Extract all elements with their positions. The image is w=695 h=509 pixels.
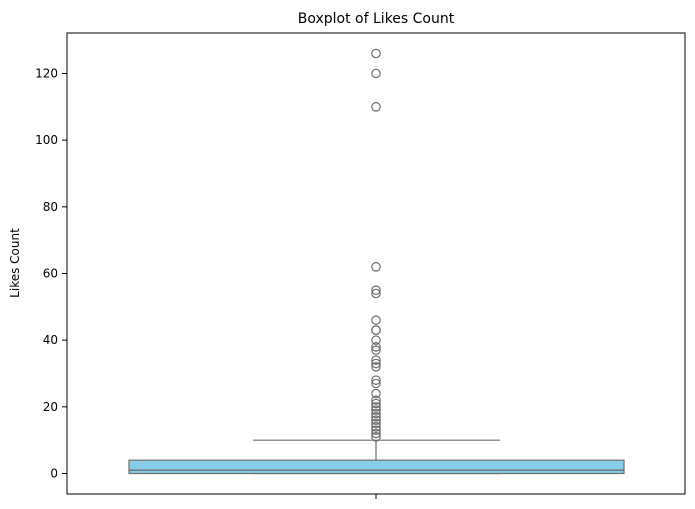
outlier-point xyxy=(371,325,381,335)
y-tick-label: 40 xyxy=(43,333,58,347)
outlier-point xyxy=(371,68,381,79)
outlier-point xyxy=(371,375,381,385)
outlier-point xyxy=(371,408,381,419)
outlier-point xyxy=(371,355,381,365)
y-tick-label: 60 xyxy=(43,267,58,281)
outlier-point xyxy=(371,378,381,389)
outlier-point xyxy=(371,428,381,439)
interquartile-box xyxy=(128,459,625,475)
plot-area: 0 20 40 60 80 100 120 xyxy=(35,32,686,499)
y-tick-label: 100 xyxy=(35,133,58,147)
y-axis-label: Likes Count xyxy=(8,228,22,298)
outlier-point xyxy=(371,422,381,432)
outlier-point xyxy=(371,418,381,429)
outlier-point xyxy=(371,102,381,112)
outlier-point xyxy=(371,48,381,59)
outlier-point xyxy=(371,432,381,442)
outlier-point xyxy=(371,285,381,295)
outlier-point xyxy=(371,388,381,399)
outlier-point xyxy=(371,342,381,352)
y-tick-label: 80 xyxy=(43,200,58,214)
outlier-point xyxy=(371,288,381,299)
outlier-point xyxy=(371,398,381,409)
outlier-point xyxy=(371,335,381,345)
chart-title: Boxplot of Likes Count xyxy=(298,11,455,27)
outlier-point xyxy=(371,358,381,369)
outlier-point xyxy=(371,405,381,415)
outlier-point xyxy=(371,315,381,325)
y-tick-label: 120 xyxy=(35,67,58,81)
outlier-point xyxy=(371,362,381,372)
y-tick-label: 0 xyxy=(50,467,58,481)
outlier-point xyxy=(371,425,381,435)
outlier-point xyxy=(371,402,381,412)
outlier-point xyxy=(371,412,381,422)
y-tick-label: 20 xyxy=(43,400,58,414)
outlier-point xyxy=(371,415,381,425)
outlier-point xyxy=(371,345,381,355)
outlier-point xyxy=(371,395,381,405)
outlier-point xyxy=(371,262,381,272)
